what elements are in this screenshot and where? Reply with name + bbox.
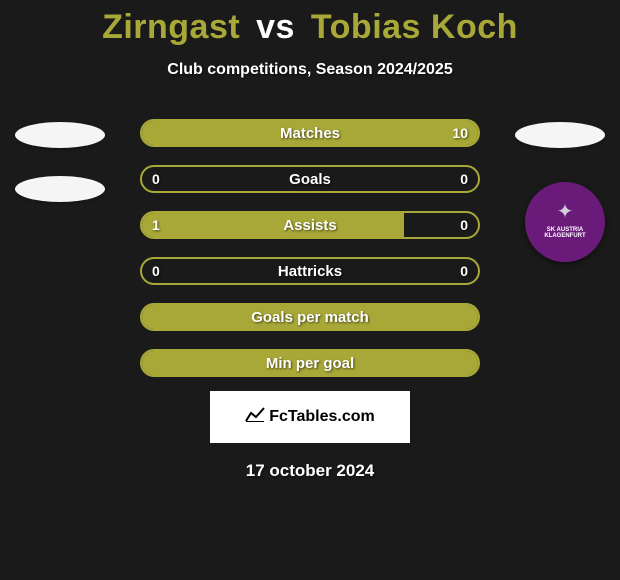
stat-row: Min per goal (140, 349, 480, 377)
stat-value-right: 0 (460, 171, 468, 187)
griffin-icon: ✦ (557, 199, 574, 224)
comparison-title: Zirngast vs Tobias Koch (0, 0, 620, 47)
stat-label: Matches (280, 125, 340, 142)
player1-name: Zirngast (102, 8, 240, 46)
subtitle: Club competitions, Season 2024/2025 (0, 61, 620, 79)
club-logo-text: SK AUSTRIAKLAGENFURT (544, 227, 585, 239)
stats-container: Matches 10 0 Goals 0 1 Assists 0 0 Hattricks 0 Goal… (0, 119, 620, 377)
stat-value-right: 10 (452, 125, 468, 141)
date-text: 17 october 2024 (0, 461, 620, 481)
chart-icon (245, 407, 265, 428)
stat-value-left: 0 (152, 263, 160, 279)
stat-row: 0 Goals 0 (140, 165, 480, 193)
stat-row: 1 Assists 0 (140, 211, 480, 239)
club-logo-inner: ✦ SK AUSTRIAKLAGENFURT (534, 191, 596, 253)
ellipse-icon (15, 122, 105, 148)
vs-text: vs (256, 8, 295, 46)
player2-club-logo: ✦ SK AUSTRIAKLAGENFURT (525, 182, 605, 262)
footer-brand-box: FcTables.com (210, 391, 410, 443)
stat-label: Goals per match (251, 309, 369, 326)
stat-value-right: 0 (460, 217, 468, 233)
player1-badge-1 (15, 122, 105, 148)
ellipse-icon (515, 122, 605, 148)
stat-row: 0 Hattricks 0 (140, 257, 480, 285)
player1-badge-2 (15, 176, 105, 202)
stat-label: Min per goal (266, 355, 354, 372)
player2-name: Tobias Koch (311, 8, 518, 46)
ellipse-icon (15, 176, 105, 202)
stat-row: Matches 10 (140, 119, 480, 147)
stat-label: Hattricks (278, 263, 342, 280)
stat-row: Goals per match (140, 303, 480, 331)
stat-label: Goals (289, 171, 331, 188)
stat-fill-left (142, 213, 404, 237)
stat-value-left: 0 (152, 171, 160, 187)
stat-label: Assists (283, 217, 336, 234)
player2-badge-1 (515, 122, 605, 148)
footer-brand-text: FcTables.com (269, 408, 375, 426)
stat-value-left: 1 (152, 217, 160, 233)
stat-value-right: 0 (460, 263, 468, 279)
